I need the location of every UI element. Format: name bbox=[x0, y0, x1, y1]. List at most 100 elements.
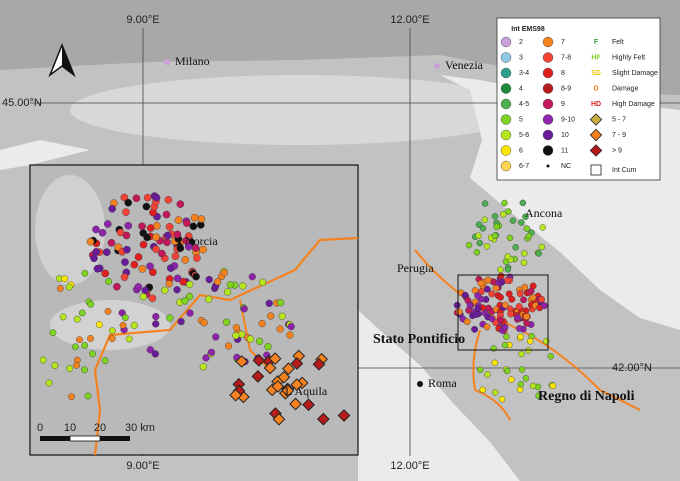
legend-code: HF bbox=[591, 54, 601, 61]
inset-place-label: Norcia bbox=[185, 234, 218, 248]
legend-label: 6 bbox=[519, 147, 523, 154]
intensity-point bbox=[182, 236, 190, 245]
legend-diamond bbox=[589, 144, 603, 157]
intensity-point bbox=[514, 314, 521, 321]
legend-label: 2 bbox=[519, 39, 523, 46]
intensity-point bbox=[171, 252, 180, 261]
intensity-point bbox=[120, 273, 129, 281]
cumulative-point bbox=[235, 355, 249, 368]
intensity-point bbox=[541, 302, 548, 310]
intensity-point bbox=[456, 308, 463, 316]
legend-label: NC bbox=[561, 163, 571, 170]
legend-label: 3-4 bbox=[519, 70, 529, 77]
intensity-point bbox=[483, 285, 491, 293]
intensity-point bbox=[453, 301, 461, 309]
border bbox=[472, 329, 511, 421]
legend-swatch bbox=[542, 129, 554, 141]
intensity-point bbox=[166, 314, 174, 322]
intensity-point bbox=[101, 357, 109, 365]
intensity-point bbox=[220, 269, 228, 277]
labels: 9.00°E 12.00°E 45.00°N 42.00°N 9.00°E 12.00°E… bbox=[2, 14, 652, 472]
intensity-point bbox=[73, 361, 81, 369]
intensity-point bbox=[151, 350, 159, 358]
legend-swatch bbox=[500, 160, 512, 172]
intensity-point bbox=[93, 264, 102, 273]
place-dot bbox=[417, 381, 423, 387]
inset-plain bbox=[50, 300, 170, 350]
intensity-point bbox=[265, 299, 273, 307]
place-label: Roma bbox=[428, 376, 457, 390]
intensity-point bbox=[276, 325, 284, 333]
intensity-point bbox=[66, 365, 74, 372]
intensity-point bbox=[143, 233, 151, 242]
intensity-point bbox=[138, 222, 146, 231]
legend-label: 6-7 bbox=[519, 163, 529, 170]
intensity-point bbox=[501, 323, 509, 331]
intensity-point bbox=[130, 260, 139, 269]
legend-swatch bbox=[542, 67, 554, 79]
intensity-point bbox=[497, 266, 504, 273]
tyrrhenian-sea bbox=[358, 310, 520, 481]
intensity-point bbox=[139, 293, 147, 301]
cumulative-point bbox=[289, 397, 302, 411]
intensity-point bbox=[507, 310, 515, 318]
legend-square bbox=[590, 164, 602, 176]
intensity-point bbox=[189, 222, 198, 231]
intensity-point bbox=[101, 269, 110, 278]
legend-label: > 9 bbox=[612, 147, 622, 154]
legend-label: 4-5 bbox=[519, 101, 529, 108]
grid-label: 12.00°E bbox=[390, 14, 429, 26]
intensity-point bbox=[479, 386, 486, 394]
intensity-point bbox=[521, 250, 528, 257]
legend-label: 3 bbox=[519, 54, 523, 61]
intensity-point bbox=[212, 333, 220, 341]
intensity-point bbox=[239, 282, 247, 290]
legend-label: 7-8 bbox=[561, 54, 571, 61]
intensity-point bbox=[505, 208, 512, 215]
grid-label: 9.00°E bbox=[126, 460, 159, 472]
intensity-point bbox=[523, 225, 531, 232]
intensity-point bbox=[173, 286, 181, 294]
intensity-point bbox=[191, 244, 200, 252]
intensity-point bbox=[108, 327, 116, 335]
intensity-point bbox=[508, 376, 515, 383]
intensity-point bbox=[286, 331, 294, 339]
intensity-point bbox=[525, 232, 533, 240]
legend-code: SD bbox=[591, 70, 601, 77]
intensity-point bbox=[500, 211, 507, 218]
legend-label: High Damage bbox=[612, 101, 655, 108]
intensity-point bbox=[523, 313, 530, 320]
intensity-point bbox=[183, 219, 191, 227]
place-label: Milano bbox=[175, 54, 210, 68]
intensity-point bbox=[523, 319, 531, 327]
place-label: Perugia bbox=[397, 261, 434, 275]
intensity-point bbox=[504, 253, 511, 260]
intensity-point bbox=[484, 276, 492, 284]
intensity-point bbox=[479, 225, 487, 232]
intensity-point bbox=[84, 392, 92, 400]
cumulative-point bbox=[281, 384, 295, 397]
intensity-point bbox=[501, 199, 508, 207]
legend-swatch bbox=[542, 114, 554, 125]
intensity-point bbox=[61, 275, 69, 283]
intensity-point bbox=[207, 348, 216, 356]
intensity-point bbox=[213, 278, 222, 286]
legend-label: 9-10 bbox=[561, 116, 575, 123]
intensity-point bbox=[246, 335, 255, 343]
intensity-point bbox=[493, 223, 500, 230]
intensity-point bbox=[113, 282, 121, 291]
intensity-point bbox=[520, 296, 527, 304]
legend-label: 4 bbox=[519, 85, 523, 92]
intensity-point bbox=[232, 332, 240, 340]
intensity-point bbox=[488, 315, 496, 323]
intensity-point bbox=[123, 245, 131, 254]
intensity-point bbox=[163, 238, 171, 247]
intensity-point bbox=[547, 353, 554, 360]
intensity-point bbox=[199, 245, 207, 254]
legend-swatch bbox=[542, 52, 554, 63]
cumulative-point bbox=[282, 362, 295, 376]
intensity-point bbox=[152, 245, 160, 254]
intensity-point bbox=[205, 295, 213, 303]
legend-swatch bbox=[542, 36, 554, 48]
